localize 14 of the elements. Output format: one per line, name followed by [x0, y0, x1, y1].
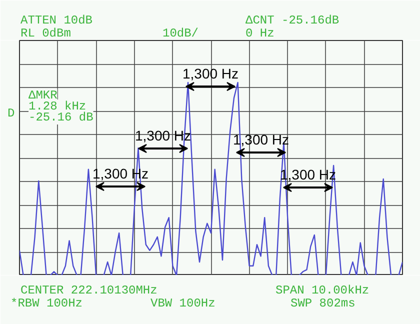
text: SWP 802ms — [290, 296, 356, 310]
text: SPAN 10.00kHz — [276, 284, 370, 298]
text: CENTER 222.10130MHz — [20, 284, 158, 298]
annotation: ΔMKR — [28, 88, 58, 102]
text: 0 Hz — [246, 26, 274, 40]
text: *RBW 100Hz — [10, 296, 83, 310]
annotation: -25.16 dB — [28, 110, 94, 124]
text: RL 0dBm — [20, 26, 71, 40]
text: ATTEN 10dB — [20, 14, 93, 28]
text: VBW 100Hz — [150, 296, 216, 310]
text: ΔCNT -25.16dB — [246, 14, 340, 28]
text: 10dB/ — [162, 26, 199, 40]
annotation: 1.28 kHz — [28, 100, 86, 114]
text: D — [8, 106, 15, 120]
